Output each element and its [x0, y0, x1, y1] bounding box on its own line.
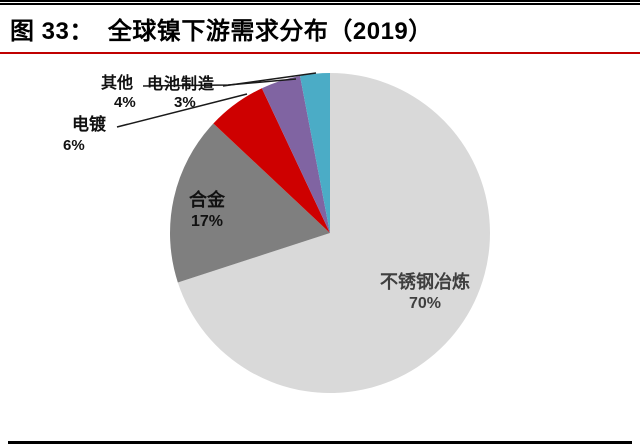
title-underline-rule	[0, 52, 640, 54]
label-hejin-group: 合金 17%	[189, 190, 225, 232]
top-double-rule	[0, 0, 640, 5]
figure-title: 图 33： 全球镍下游需求分布（2019）	[10, 11, 433, 46]
figure-title-text: 全球镍下游需求分布（2019）	[107, 18, 433, 45]
label-qita: 其他	[101, 75, 134, 92]
label-hejin-pct: 17%	[190, 213, 224, 230]
leader-lines	[116, 72, 317, 128]
label-dianchi-pct: 3%	[174, 94, 196, 111]
label-buxiugang: 不锈钢冶炼	[380, 272, 470, 292]
figure-number-label: 图 33：	[10, 18, 94, 45]
label-diandu: 电镀	[72, 115, 106, 134]
pie-slice-3	[261, 75, 330, 233]
pie-slice-4	[300, 72, 330, 233]
pie-slice-0	[177, 73, 490, 393]
label-qita-pct: 4%	[114, 94, 136, 111]
label-hejin: 合金	[189, 190, 225, 210]
label-buxiugang-group: 不锈钢冶炼 70%	[380, 272, 470, 314]
pie-slices	[170, 72, 490, 393]
pie-slice-2	[213, 88, 330, 233]
pie-slice-1	[170, 123, 330, 283]
label-buxiugang-pct: 70%	[408, 295, 442, 312]
label-dianchi: 电池制造	[147, 76, 216, 93]
leader-line-dianchi	[222, 72, 317, 87]
leader-line-diandu	[116, 93, 248, 128]
bottom-rule	[8, 441, 632, 444]
label-diandu-pct: 6%	[63, 137, 85, 154]
